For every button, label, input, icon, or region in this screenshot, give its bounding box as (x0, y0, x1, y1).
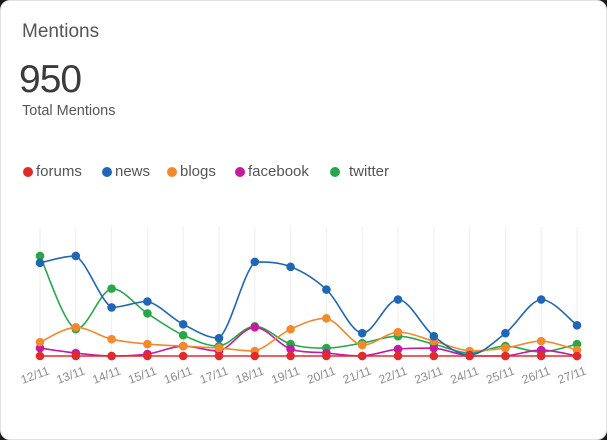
data-point-facebook (536, 345, 546, 355)
x-tick-label: 22/11 (377, 364, 409, 387)
data-point-news (35, 258, 45, 268)
data-point-blogs (572, 345, 582, 355)
data-point-news (143, 297, 152, 306)
total-mentions-label: Total Mentions (22, 103, 116, 119)
x-tick-label: 27/11 (556, 364, 588, 387)
x-tick-label: 12/11 (19, 364, 51, 387)
series-line-twitter (39, 255, 578, 354)
x-tick-label: 26/11 (520, 364, 552, 387)
data-point-news (107, 303, 116, 312)
data-point-forums (35, 351, 45, 361)
data-point-blogs (71, 322, 81, 332)
data-point-twitter (572, 339, 582, 349)
x-tick-label: 17/11 (198, 364, 230, 387)
data-point-news (536, 295, 546, 304)
data-point-twitter (178, 330, 188, 340)
data-point-news (322, 285, 331, 294)
data-point-twitter (143, 309, 152, 318)
data-point-facebook (393, 344, 403, 354)
x-tick-label: 14/11 (90, 364, 122, 387)
data-point-blogs (501, 343, 510, 353)
total-mentions-value: 950 (19, 58, 82, 101)
data-point-blogs (393, 327, 403, 337)
x-tick-label: 25/11 (484, 364, 516, 387)
legend-dot-forums (23, 167, 33, 177)
data-point-blogs (286, 324, 295, 334)
legend-dot-twitter (330, 167, 340, 177)
x-tick-label: 13/11 (55, 364, 87, 387)
data-point-facebook (35, 343, 45, 353)
x-tick-label: 20/11 (305, 364, 337, 387)
x-tick-label: 19/11 (269, 364, 301, 387)
x-tick-label: 18/11 (234, 364, 266, 387)
data-point-facebook (429, 343, 439, 353)
data-point-forums (322, 351, 331, 361)
data-point-forums (536, 351, 546, 361)
data-point-facebook (250, 322, 260, 332)
data-point-blogs (214, 343, 224, 353)
data-point-forums (143, 351, 152, 361)
data-point-twitter (107, 284, 116, 293)
data-point-blogs (178, 341, 188, 351)
x-tick-label: 15/11 (126, 364, 158, 387)
data-point-forums (214, 351, 224, 361)
legend-label-facebook: facebook (248, 163, 309, 180)
x-tick-label: 16/11 (162, 364, 194, 387)
data-point-news (214, 333, 224, 343)
x-tick-label: 21/11 (341, 364, 373, 387)
legend-dot-facebook (235, 167, 245, 177)
data-point-blogs (143, 339, 152, 349)
data-point-forums (429, 351, 439, 361)
legend-dot-news (102, 167, 112, 177)
data-point-news (250, 257, 260, 267)
widget-title: Mentions (22, 21, 100, 42)
data-point-forums (393, 351, 403, 361)
data-point-forums (572, 351, 582, 361)
data-point-forums (71, 351, 81, 361)
data-point-news (286, 262, 295, 272)
data-point-blogs (107, 334, 116, 344)
data-point-forums (178, 351, 188, 361)
data-point-news (393, 295, 403, 304)
legend-label-twitter: twitter (349, 163, 390, 180)
data-point-news (178, 319, 188, 329)
data-point-forums (107, 351, 116, 361)
data-point-news (429, 331, 439, 341)
data-point-news (501, 328, 510, 338)
data-point-forums (465, 351, 474, 361)
legend-label-forums: forums (36, 163, 82, 180)
data-point-news (357, 328, 367, 338)
data-point-twitter (35, 251, 45, 261)
data-point-forums (286, 351, 295, 361)
legend-dot-blogs (167, 167, 177, 177)
x-tick-label: 24/11 (448, 364, 480, 387)
legend-label-blogs: blogs (180, 163, 216, 180)
data-point-forums (357, 351, 367, 361)
series-line-blogs (39, 317, 578, 352)
series-line-news (39, 255, 578, 356)
data-point-blogs (35, 337, 45, 347)
x-tick-label: 23/11 (413, 364, 445, 387)
data-point-forums (250, 351, 260, 361)
data-point-blogs (536, 336, 546, 346)
data-point-news (71, 251, 81, 261)
data-point-news (572, 320, 582, 330)
data-point-blogs (357, 340, 367, 350)
data-point-forums (501, 351, 510, 361)
data-point-facebook (286, 344, 295, 354)
data-point-blogs (322, 314, 331, 323)
legend-label-news: news (115, 163, 151, 180)
